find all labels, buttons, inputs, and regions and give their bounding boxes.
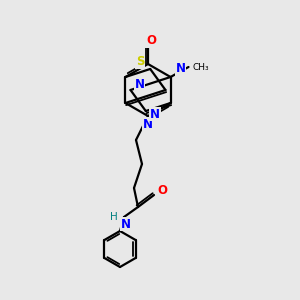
Text: O: O bbox=[157, 184, 167, 196]
Text: O: O bbox=[146, 34, 156, 47]
Text: S: S bbox=[136, 56, 145, 68]
Text: N: N bbox=[176, 62, 185, 76]
Text: N: N bbox=[134, 79, 145, 92]
Text: N: N bbox=[121, 218, 131, 230]
Text: N: N bbox=[143, 118, 153, 130]
Text: CH₃: CH₃ bbox=[192, 62, 209, 71]
Text: H: H bbox=[110, 212, 118, 222]
Text: N: N bbox=[150, 107, 160, 121]
